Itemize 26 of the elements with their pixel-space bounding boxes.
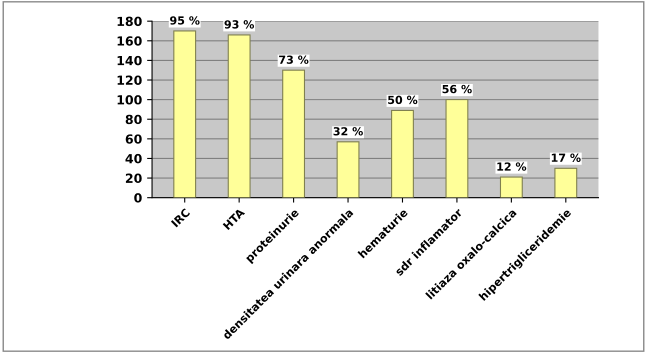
- annotation: 93 %: [224, 20, 254, 29]
- bar: [445, 99, 468, 198]
- annotation: 95 %: [170, 16, 200, 25]
- annotation: 12 %: [497, 162, 526, 171]
- y-tick-label: 120: [118, 75, 142, 85]
- y-tick-label: 100: [118, 95, 142, 105]
- bar: [228, 34, 251, 198]
- annotation: 73 %: [279, 55, 308, 64]
- y-tick-label: 20: [126, 174, 142, 183]
- y-tick-label: 80: [126, 114, 142, 124]
- y-tick-label: 60: [126, 134, 142, 144]
- y-tick-label: 40: [125, 154, 142, 164]
- annotation: 56 %: [442, 84, 472, 94]
- annotation: 50 %: [388, 96, 418, 104]
- bar: [500, 176, 523, 198]
- y-tick-label: 160: [118, 36, 142, 46]
- annotation: 32 %: [334, 127, 363, 136]
- bar: [336, 141, 360, 198]
- bar: [554, 168, 578, 198]
- bar: [173, 30, 196, 198]
- y-tick-label: 0: [134, 193, 142, 203]
- bar: [282, 70, 306, 198]
- bar: [391, 110, 414, 198]
- y-tick-label: 180: [118, 16, 142, 26]
- annotation: 17 %: [552, 154, 581, 162]
- y-tick-label: 140: [118, 56, 142, 66]
